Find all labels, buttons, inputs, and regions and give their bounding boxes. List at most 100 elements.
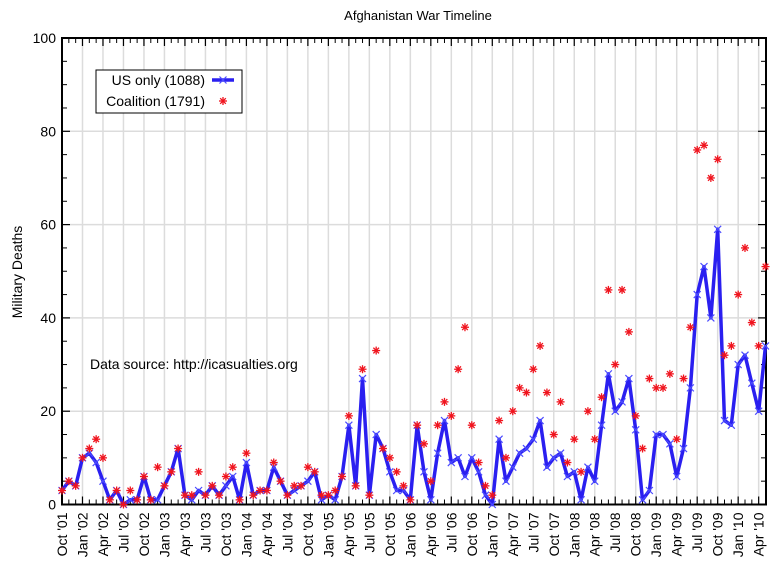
x-mark-stroke bbox=[481, 491, 490, 500]
x-tick-label: Apr '04 bbox=[259, 512, 275, 556]
coalition-data-point bbox=[153, 463, 162, 472]
star-stroke bbox=[495, 417, 503, 424]
x-mark-stroke bbox=[426, 495, 435, 504]
us-data-point bbox=[467, 453, 476, 462]
us-data-point bbox=[447, 458, 456, 467]
us-data-point bbox=[713, 225, 722, 234]
coalition-data-point bbox=[604, 285, 613, 294]
coalition-data-point bbox=[501, 453, 510, 462]
x-mark-stroke bbox=[570, 467, 579, 476]
us-data-point bbox=[741, 351, 749, 360]
x-tick-label: Jan '07 bbox=[484, 512, 500, 557]
us-data-point bbox=[344, 421, 353, 430]
x-mark-stroke bbox=[372, 430, 381, 439]
us-data-point bbox=[529, 435, 538, 444]
us-data-point bbox=[99, 477, 107, 486]
x-mark-stroke bbox=[392, 486, 401, 495]
us-data-point bbox=[659, 430, 667, 439]
x-mark-stroke bbox=[700, 262, 708, 271]
star-stroke bbox=[666, 370, 674, 378]
coalition-data-point bbox=[734, 290, 743, 299]
star-stroke bbox=[529, 365, 537, 373]
coalition-data-point bbox=[426, 477, 435, 486]
star-stroke bbox=[181, 491, 189, 499]
coalition-data-point bbox=[419, 439, 428, 448]
x-mark-stroke bbox=[420, 467, 428, 476]
star-stroke bbox=[331, 487, 339, 494]
coalition-data-point bbox=[365, 491, 374, 500]
star-stroke bbox=[536, 342, 544, 350]
star-stroke bbox=[99, 454, 107, 462]
coalition-data-point bbox=[221, 472, 230, 481]
x-tick-label: Jul '08 bbox=[607, 512, 623, 552]
coalition-data-point bbox=[310, 467, 319, 476]
star-stroke bbox=[632, 412, 640, 420]
x-mark-stroke bbox=[727, 421, 736, 430]
star-stroke bbox=[79, 454, 86, 462]
star-stroke bbox=[311, 468, 318, 476]
star-stroke bbox=[673, 435, 680, 443]
y-tick-label: 80 bbox=[40, 123, 56, 139]
coalition-data-point bbox=[392, 467, 401, 476]
coalition-data-point bbox=[536, 341, 545, 350]
star-stroke bbox=[693, 146, 701, 154]
x-mark-stroke bbox=[126, 495, 135, 504]
star-stroke bbox=[468, 421, 476, 429]
coalition-data-point bbox=[228, 463, 237, 472]
star-stroke bbox=[290, 482, 298, 490]
coalition-data-point bbox=[105, 495, 114, 504]
star-stroke bbox=[420, 440, 428, 448]
x-tick-label: Apr '02 bbox=[95, 512, 111, 556]
star-stroke bbox=[222, 473, 230, 480]
star-stroke bbox=[188, 491, 196, 499]
x-tick-label: Oct '07 bbox=[546, 512, 562, 556]
legend-label-coalition: Coalition (1791) bbox=[106, 93, 205, 109]
star-stroke bbox=[448, 412, 455, 420]
x-tick-label: Oct '08 bbox=[628, 512, 644, 556]
coalition-data-point bbox=[372, 346, 381, 355]
us-data-point bbox=[597, 421, 606, 430]
star-stroke bbox=[550, 431, 558, 438]
star-stroke bbox=[359, 365, 366, 373]
us-data-point bbox=[652, 430, 661, 439]
x-tick-label: Jul '07 bbox=[525, 512, 541, 552]
coalition-data-point bbox=[344, 411, 353, 420]
star-stroke bbox=[577, 468, 585, 476]
star-stroke bbox=[564, 459, 571, 466]
star-stroke bbox=[700, 142, 708, 149]
coalition-data-point bbox=[706, 173, 715, 182]
coalition-data-point bbox=[71, 481, 80, 490]
x-tick-label: Oct '09 bbox=[710, 512, 726, 556]
coalition-data-point bbox=[379, 444, 388, 453]
star-stroke bbox=[202, 491, 209, 499]
star-stroke bbox=[92, 435, 100, 443]
x-tick-label: Apr '09 bbox=[669, 512, 685, 556]
x-tick-label: Oct '04 bbox=[300, 512, 316, 556]
coalition-data-point bbox=[720, 351, 729, 360]
us-data-point bbox=[508, 463, 517, 472]
star-stroke bbox=[454, 365, 462, 373]
coalition-data-point bbox=[358, 365, 367, 374]
x-mark-stroke bbox=[747, 379, 756, 388]
star-stroke bbox=[680, 375, 687, 382]
grid-lines bbox=[62, 38, 766, 505]
coalition-data-point bbox=[474, 458, 483, 467]
x-tick-label: Jan '06 bbox=[402, 512, 418, 557]
coalition-data-point bbox=[215, 491, 224, 500]
y-axis-label: Military Deaths bbox=[9, 226, 25, 319]
star-stroke bbox=[120, 501, 127, 508]
coalition-data-point bbox=[58, 486, 66, 495]
us-data-point bbox=[358, 374, 367, 383]
coalition-data-point bbox=[406, 495, 415, 504]
coalition-data-point bbox=[269, 458, 278, 467]
coalition-data-point bbox=[549, 430, 558, 439]
us-data-point bbox=[734, 360, 743, 369]
x-mark-stroke bbox=[713, 225, 722, 234]
star-stroke bbox=[372, 347, 380, 354]
legend-label-us: US only (1088) bbox=[112, 72, 205, 88]
star-stroke bbox=[318, 491, 325, 499]
coalition-data-point bbox=[92, 435, 101, 444]
us-data-point bbox=[502, 477, 510, 486]
coalition-data-point bbox=[693, 145, 702, 154]
us-data-point bbox=[420, 467, 428, 476]
